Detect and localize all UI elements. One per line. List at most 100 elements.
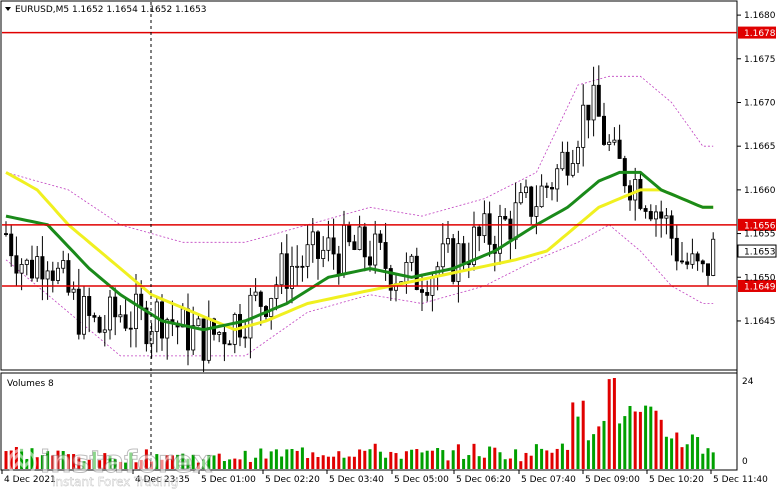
candle-body (664, 215, 669, 219)
time-tick-label: 5 Dec 05:00 (394, 475, 449, 485)
volume-bar (524, 452, 528, 469)
candle-body (518, 192, 523, 204)
envelope-bands (5, 75, 714, 357)
volume-bar (321, 455, 325, 469)
candle-body (113, 296, 118, 318)
volume-bar (259, 448, 263, 469)
candle (607, 134, 612, 152)
candle (128, 311, 133, 348)
price-axis: 1.16801.16751.16701.16651.16601.16551.16… (737, 11, 776, 327)
candle (19, 258, 24, 291)
candle-body (581, 104, 586, 148)
candle-body (295, 265, 300, 268)
time-tick-label: 5 Dec 02:20 (265, 475, 320, 485)
volume-bar (176, 454, 180, 469)
candle (664, 207, 669, 235)
volume-bar (243, 450, 247, 469)
candle-body (4, 233, 9, 235)
candle-body (487, 213, 492, 245)
volume-bar (352, 456, 356, 469)
candle (191, 306, 196, 356)
candle-body (388, 268, 393, 291)
price-tick-label: 1.1675 (744, 55, 776, 65)
volume-bar (571, 402, 575, 469)
volume-bar (66, 454, 70, 469)
candle-body (35, 256, 40, 279)
candle (227, 340, 232, 346)
volume-bar (482, 457, 486, 469)
candle (123, 298, 128, 332)
dropdown-triangle-icon[interactable] (5, 7, 11, 11)
volume-bar (430, 450, 434, 469)
volume-bar (108, 455, 112, 469)
volume-bar (212, 455, 216, 469)
volume-bar (124, 462, 128, 469)
volume-bar (451, 450, 455, 469)
volume-bar (56, 450, 60, 469)
candle (539, 174, 544, 208)
candle (40, 236, 45, 301)
candle (445, 221, 450, 253)
candle-body (352, 241, 357, 250)
volume-bar (628, 405, 632, 469)
volume-bar (446, 460, 450, 469)
volume-bar (654, 410, 658, 469)
volume-bar (254, 457, 258, 469)
level-label: 1.1656 (744, 221, 776, 231)
volume-bar (534, 444, 538, 469)
volume-bar (607, 379, 611, 469)
candle (477, 224, 482, 252)
volume-bar (711, 452, 715, 469)
candle-body (362, 226, 367, 258)
candle-body (617, 139, 622, 159)
candle-body (87, 296, 92, 316)
candle-body (565, 151, 570, 176)
candle (295, 245, 300, 286)
candle-body (383, 242, 388, 269)
volume-bar (274, 449, 278, 469)
volume-bar (540, 448, 544, 469)
candle (315, 230, 320, 280)
envelope-lower-line (5, 224, 714, 357)
candle-body (602, 115, 607, 145)
volume-bar (685, 444, 689, 469)
candle-body (544, 185, 549, 188)
candle-body (560, 151, 565, 170)
candle (4, 221, 9, 237)
candle (87, 287, 92, 333)
volume-bar (316, 456, 320, 469)
candle (362, 222, 367, 272)
candle (35, 245, 40, 282)
candle (56, 262, 61, 285)
price-tick-label: 1.1680 (744, 11, 776, 21)
candle-body (550, 187, 555, 190)
price-tick-label: 1.1660 (744, 186, 776, 196)
candle-body (341, 224, 346, 275)
volume-bar (248, 461, 252, 469)
candle-body (97, 316, 102, 333)
candle-body (555, 168, 560, 190)
candle (503, 208, 508, 221)
volume-bar (92, 451, 96, 469)
candle (14, 236, 19, 287)
volume-bar (498, 452, 502, 469)
candle-body (508, 218, 513, 240)
candle-body (409, 255, 414, 263)
volume-bar (373, 443, 377, 469)
candle-body (425, 292, 430, 296)
candle-body (654, 211, 659, 220)
watermark-brand: instaforex (40, 445, 212, 480)
volume-bar (30, 448, 34, 469)
volume-bar (77, 456, 81, 469)
candle-body (19, 264, 24, 274)
volume-bar (623, 416, 627, 469)
candle (289, 246, 294, 304)
candle (440, 223, 445, 276)
candle-body (321, 249, 326, 259)
price-tick-label: 1.1650 (744, 273, 776, 283)
volume-bar (170, 455, 174, 469)
candle-body (243, 336, 248, 339)
ma-green-line (5, 170, 714, 332)
candle-body (274, 284, 279, 299)
candle-body (206, 318, 211, 361)
